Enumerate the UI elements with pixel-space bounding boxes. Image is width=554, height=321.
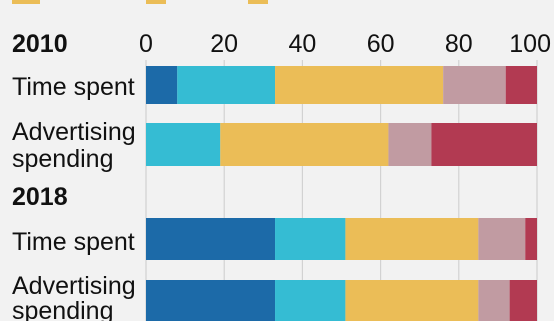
row-label-2018-0-0: Time spent [12,228,135,256]
bar-2010-1-seg-3 [388,123,432,166]
bar-2018-1-seg-3 [478,280,510,321]
bar-2018-0-seg-0 [146,218,276,260]
row-label-2018-1-0: Advertising [12,272,136,300]
bar-2018-0-seg-3 [478,218,526,260]
legend-swatch-0 [12,0,40,4]
tick-label-60: 60 [367,30,395,58]
bar-2010-0-seg-3 [443,66,506,104]
tick-label-40: 40 [288,30,316,58]
group-label-2018: 2018 [12,183,68,211]
bar-2018-0-seg-1 [275,218,346,260]
row-label-2010-0-0: Time spent [12,73,135,101]
row-label-2010-1-1: spending [12,145,113,173]
bar-2018-1-seg-0 [146,280,276,321]
bar-2010-0-seg-2 [275,66,444,104]
bar-2010-0-seg-0 [146,66,178,104]
bar-2010-0-seg-1 [177,66,276,104]
bar-2018-1-seg-1 [275,280,346,321]
tick-label-80: 80 [445,30,473,58]
bar-2010-1-seg-2 [220,123,389,166]
bar-2010-1-seg-4 [431,123,537,166]
tick-label-0: 0 [139,30,153,58]
bar-2018-1-seg-2 [345,280,479,321]
bar-2010-1-seg-1 [146,123,221,166]
group-label-2010: 2010 [12,30,68,58]
legend [12,0,268,4]
row-label-2018-1-1: spending [12,297,113,321]
bar-2018-1-seg-4 [509,280,537,321]
tick-label-20: 20 [210,30,238,58]
bars [146,66,537,321]
legend-swatch-1 [146,0,166,4]
legend-swatch-2 [248,0,268,4]
row-label-2010-1-0: Advertising [12,118,136,146]
tick-label-100: 100 [509,30,551,58]
bar-2010-0-seg-4 [505,66,537,104]
bar-2018-0-seg-2 [345,218,479,260]
x-axis-ticks: 0 20 40 60 80 100 [139,30,551,58]
bar-2018-0-seg-4 [525,218,537,260]
